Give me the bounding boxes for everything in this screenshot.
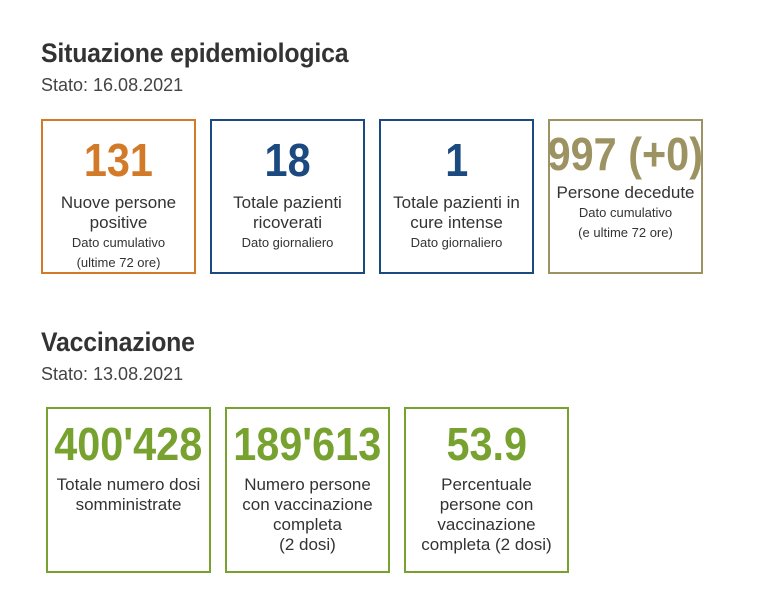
card-label-line: con vaccinazione [242, 495, 373, 514]
card-new-positive: 131 Nuove persone positive Dato cumulati… [41, 119, 196, 274]
card-note-line: Dato cumulativo [71, 235, 166, 250]
card-note-line: (e ultime 72 ore) [578, 225, 673, 240]
card-note-line: Dato giornaliero [410, 235, 503, 250]
vaccination-title: Vaccinazione [41, 327, 195, 357]
card-label-line: ricoverati [253, 213, 322, 232]
card-value: 18 [264, 134, 311, 186]
card-label-line: Totale pazienti [233, 193, 342, 212]
card-label-line: somministrate [75, 495, 182, 514]
card-value: 400'428 [54, 418, 203, 470]
card-intensive-care: 1 Totale pazienti in cure intense Dato g… [379, 119, 534, 274]
card-value: 53.9 [446, 418, 527, 470]
card-label-line: Totale pazienti in [393, 193, 520, 212]
card-label-line: persone con [439, 495, 534, 514]
card-note-line: (ultime 72 ore) [76, 255, 161, 270]
card-hospitalized: 18 Totale pazienti ricoverati Dato giorn… [210, 119, 365, 274]
card-label-line: Numero persone [244, 475, 371, 494]
card-note-line: Dato giornaliero [241, 235, 334, 250]
card-note-line: Dato cumulativo [578, 205, 673, 220]
card-label-line: Persone decedute [556, 183, 695, 202]
card-fully-vaccinated: 189'613 Numero persone con vaccinazione … [225, 407, 390, 573]
card-value: 189'613 [233, 418, 382, 470]
epidemiology-title: Situazione epidemiologica [41, 38, 349, 68]
card-label-line: positive [89, 213, 148, 232]
card-value: 131 [83, 134, 154, 186]
card-value: 997 (+0) [547, 128, 704, 180]
epidemiology-date: Stato: 16.08.2021 [41, 75, 184, 95]
card-label-line: cure intense [410, 213, 503, 232]
card-label-line: Nuove persone [60, 193, 177, 212]
card-deceased: 997 (+0) Persone decedute Dato cumulativ… [548, 119, 703, 274]
card-label-line: completa [273, 515, 342, 534]
card-vaccinated-percentage: 53.9 Percentuale persone con vaccinazion… [404, 407, 569, 573]
card-value: 1 [444, 134, 469, 186]
card-label-line: Percentuale [441, 475, 532, 494]
card-label-line: (2 dosi) [279, 535, 336, 554]
card-label-line: completa (2 dosi) [421, 535, 552, 554]
card-total-doses: 400'428 Totale numero dosi somministrate [46, 407, 211, 573]
vaccination-date: Stato: 13.08.2021 [41, 364, 184, 384]
card-label-line: Totale numero dosi [56, 475, 201, 494]
card-label-line: vaccinazione [437, 515, 536, 534]
